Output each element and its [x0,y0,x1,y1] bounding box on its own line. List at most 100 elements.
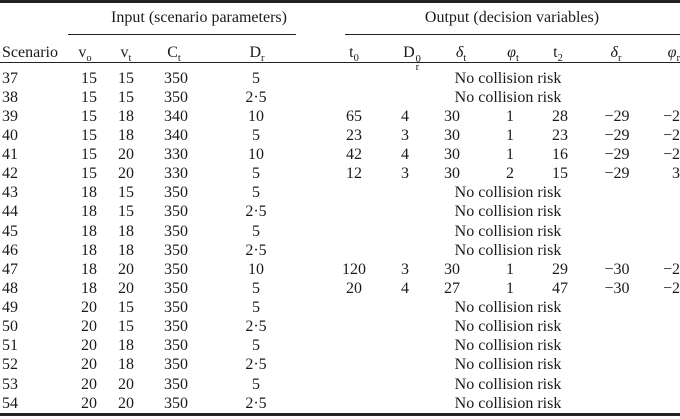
table-row: 51 20 18 350 5 No collision risk [0,336,680,355]
output-column-header: t0 [349,44,359,65]
table-row: 47 18 20 350 10 120 3 30 1 29 −30 −2 [0,260,680,279]
scenario-cell: 39 [2,107,18,125]
input-value-cell: 20 [118,165,134,183]
output-value-cell: 2 [506,165,514,183]
input-value-cell: 330 [164,146,188,164]
no-collision-risk-cell: No collision risk [454,69,562,87]
scenario-cell: 54 [2,394,18,412]
no-collision-risk-cell: No collision risk [454,222,562,240]
no-collision-risk-cell: No collision risk [454,318,562,336]
output-value-cell: 65 [346,107,362,125]
input-value-cell: 2·5 [245,394,267,412]
input-value-cell: 350 [164,69,188,87]
no-collision-risk-cell: No collision risk [454,184,562,202]
scenario-cell: 45 [2,222,18,240]
table-row: 39 15 18 340 10 65 4 30 1 28 −29 −2 [0,107,680,126]
table-row: 42 15 20 330 5 12 3 30 2 15 −29 3 [0,164,680,183]
output-value-cell: 20 [346,279,362,297]
output-value-cell: −29 [604,107,630,125]
output-value-cell: 3 [401,165,409,183]
input-value-cell: 5 [252,375,260,393]
output-value-cell: 1 [506,260,514,278]
table-row: 43 18 15 350 5 No collision risk [0,183,680,202]
output-value-cell: 23 [552,126,568,144]
output-value-cell: 23 [346,126,362,144]
input-value-cell: 15 [81,88,97,106]
no-collision-risk-cell: No collision risk [454,203,562,221]
input-value-cell: 10 [248,107,264,125]
input-value-cell: 20 [118,146,134,164]
table-row: 37 15 15 350 5 No collision risk [0,69,680,88]
output-value-cell: 30 [444,126,460,144]
output-column-header: δr [610,44,622,65]
scenario-cell: 48 [2,279,18,297]
input-value-cell: 15 [81,146,97,164]
table-row: 49 20 15 350 5 No collision risk [0,298,680,317]
scenario-cell: 43 [2,184,18,202]
scenario-cell: 37 [2,69,18,87]
input-value-cell: 20 [118,260,134,278]
input-value-cell: 5 [252,69,260,87]
input-value-cell: 20 [81,356,97,374]
output-value-cell: 30 [444,165,460,183]
output-value-cell: 1 [506,107,514,125]
input-value-cell: 20 [118,279,134,297]
input-value-cell: 15 [81,69,97,87]
input-value-cell: 18 [81,279,97,297]
output-value-cell: 3 [672,165,680,183]
input-value-cell: 15 [118,318,134,336]
input-value-cell: 350 [164,299,188,317]
output-column-header: δt [455,44,467,65]
input-value-cell: 350 [164,279,188,297]
output-value-cell: 1 [506,126,514,144]
output-spanner-rule [345,34,680,35]
input-value-cell: 15 [118,69,134,87]
scenario-cell: 40 [2,126,18,144]
input-value-cell: 18 [118,222,134,240]
input-value-cell: 2·5 [245,318,267,336]
output-value-cell: 1 [506,279,514,297]
table-row: 41 15 20 330 10 42 4 30 1 16 −29 −2 [0,145,680,164]
no-collision-risk-cell: No collision risk [454,88,562,106]
output-value-cell: 28 [552,107,568,125]
input-value-cell: 18 [118,126,134,144]
input-value-cell: 10 [248,260,264,278]
table-top-rule [0,0,680,3]
input-value-cell: 350 [164,318,188,336]
input-value-cell: 18 [118,107,134,125]
no-collision-risk-cell: No collision risk [454,241,562,259]
output-value-cell: −2 [662,146,680,164]
scenario-cell: 47 [2,260,18,278]
input-column-header: Dr [249,44,265,65]
scenario-cell: 50 [2,318,18,336]
input-group-header: Input (scenario parameters) [111,9,287,26]
output-value-cell: −2 [662,126,680,144]
output-value-cell: 30 [444,260,460,278]
table-bottom-rule [0,413,680,416]
output-value-cell: 120 [342,260,366,278]
input-column-header: Ct [167,44,181,65]
output-value-cell: −29 [604,146,630,164]
scenario-cell: 38 [2,88,18,106]
table-row: 46 18 18 350 2·5 No collision risk [0,241,680,260]
no-collision-risk-cell: No collision risk [454,394,562,412]
output-value-cell: 15 [552,165,568,183]
input-value-cell: 350 [164,375,188,393]
input-value-cell: 340 [164,126,188,144]
input-value-cell: 350 [164,394,188,412]
table-row: 44 18 15 350 2·5 No collision risk [0,202,680,221]
input-value-cell: 20 [118,394,134,412]
input-value-cell: 18 [118,337,134,355]
input-value-cell: 350 [164,241,188,259]
no-collision-risk-cell: No collision risk [454,299,562,317]
input-value-cell: 18 [118,241,134,259]
scenario-cell: 53 [2,375,18,393]
output-value-cell: −2 [662,279,680,297]
scenario-cell: 44 [2,203,18,221]
output-value-cell: 30 [444,146,460,164]
input-value-cell: 5 [252,184,260,202]
input-value-cell: 20 [81,337,97,355]
table-row: 38 15 15 350 2·5 No collision risk [0,88,680,107]
output-value-cell: 1 [506,146,514,164]
input-value-cell: 18 [81,241,97,259]
